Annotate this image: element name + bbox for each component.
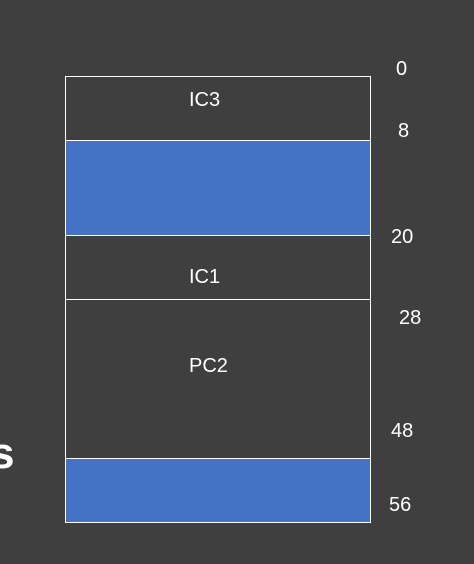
address-label-20: 20 <box>391 226 414 248</box>
segment-label-ic3: IC3 <box>189 89 221 111</box>
address-label-56: 56 <box>389 494 412 516</box>
segment-pc2 <box>65 299 371 459</box>
address-label-28: 28 <box>399 307 422 329</box>
segment-label-pc2: PC2 <box>189 355 228 377</box>
segment-label-ic1: IC1 <box>189 266 221 288</box>
memory-map-column <box>65 76 373 523</box>
address-label-48: 48 <box>391 420 414 442</box>
address-label-8: 8 <box>398 120 410 142</box>
segment-free-2 <box>65 458 371 523</box>
segment-free-1 <box>65 140 371 236</box>
address-label-0: 0 <box>396 58 408 80</box>
partial-text-fragment: s <box>0 429 15 478</box>
